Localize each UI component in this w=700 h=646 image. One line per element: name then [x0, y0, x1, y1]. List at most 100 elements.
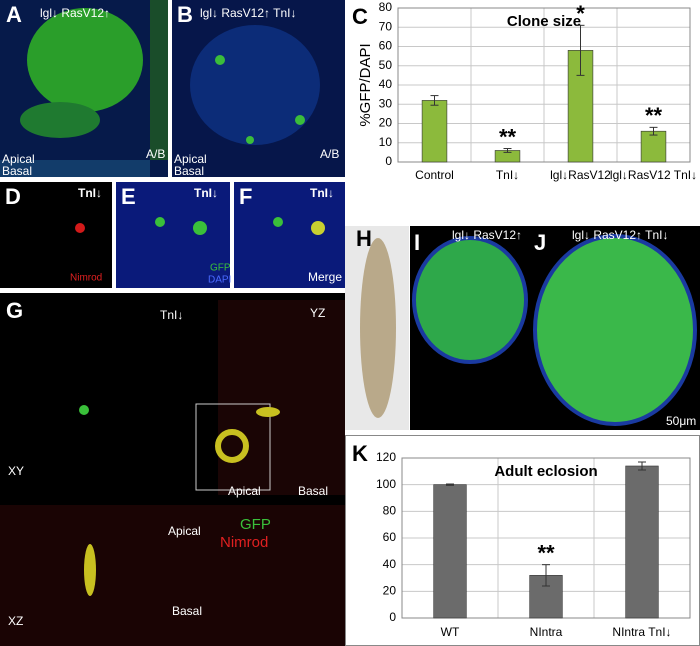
yz-view [218, 300, 345, 495]
clone [20, 102, 100, 138]
genotype: TnI↓ [310, 186, 334, 200]
bar [640, 130, 667, 163]
ab: A/B [320, 147, 339, 161]
basal: Basal [172, 604, 202, 618]
genotype: TnI↓ [78, 186, 102, 200]
y-tick-label: 0 [385, 154, 392, 168]
panel-label: K [352, 441, 368, 466]
y-axis-label: %GFP/DAPI [357, 43, 374, 126]
significance: * [576, 1, 585, 26]
scale-bar-label: 50μm [666, 414, 696, 428]
x-tick-label: NIntra [530, 625, 563, 639]
bar [421, 100, 448, 163]
y-tick-label: 60 [379, 39, 393, 53]
side-view [150, 0, 168, 160]
panel-label: G [6, 298, 23, 323]
y-tick-label: 100 [376, 477, 396, 491]
y-tick-label: 10 [379, 135, 393, 149]
panel-label: C [352, 4, 368, 29]
ab: A/B [146, 147, 165, 161]
stain: Merge [308, 270, 342, 284]
panel-label: A [6, 2, 22, 27]
panel-label: J [534, 230, 546, 255]
larva [360, 238, 396, 418]
view-label: YZ [310, 306, 325, 320]
clone [295, 115, 305, 125]
cell [84, 544, 96, 596]
cell [155, 217, 165, 227]
apical: Apical [168, 524, 201, 538]
cell [256, 407, 280, 417]
y-tick-label: 80 [379, 0, 393, 14]
plot-frame [397, 7, 691, 163]
basal: Basal [2, 164, 32, 178]
x-tick-label: TnI↓ [496, 168, 519, 182]
chart-title: Adult eclosion [494, 463, 597, 480]
x-tick-label: lgl↓RasV12 [550, 168, 611, 182]
genotype: lgl↓ RasV12↑ TnI↓ [572, 228, 669, 242]
y-tick-label: 80 [383, 504, 397, 518]
x-tick-label: Control [415, 168, 454, 182]
y-tick-label: 40 [383, 557, 397, 571]
xz-view [0, 505, 345, 646]
significance: ** [537, 540, 555, 565]
stain: GFP [210, 263, 231, 274]
panel-label: I [414, 230, 420, 255]
x-tick-label: WT [441, 625, 460, 639]
tumor [533, 234, 697, 426]
apical: Apical [174, 152, 207, 166]
y-tick-label: 20 [379, 116, 393, 130]
panel-f-image [234, 182, 345, 288]
genotype: TnI↓ [194, 186, 218, 200]
apical: Apical [228, 484, 261, 498]
stain: GFP [240, 516, 271, 533]
panel-label: E [121, 184, 136, 209]
basal: Basal [298, 484, 328, 498]
panel-e-image [116, 182, 230, 288]
genotype: lgl↓ RasV12↑ [452, 228, 522, 242]
cell [193, 221, 207, 235]
disc [190, 25, 320, 145]
cell [311, 221, 325, 235]
stain: Nimrod [70, 273, 102, 284]
view-label: XY [8, 464, 24, 478]
bottom-view [0, 160, 150, 177]
genotype: lgl↓ RasV12↑ [40, 6, 110, 20]
cell [215, 429, 249, 463]
y-tick-label: 30 [379, 96, 393, 110]
panel-label: B [177, 2, 193, 27]
y-tick-label: 60 [383, 530, 397, 544]
stain: Nimrod [220, 534, 268, 551]
genotype: TnI↓ [160, 308, 183, 322]
tumor [412, 236, 528, 364]
genotype: lgl↓ RasV12↑ TnI↓ [200, 6, 297, 20]
view-label: XZ [8, 614, 23, 628]
panel-label: D [5, 184, 21, 209]
panel-label: H [356, 226, 372, 251]
x-tick-label: lgl↓RasV12 TnI↓ [610, 168, 697, 182]
y-tick-label: 120 [376, 450, 396, 464]
y-tick-label: 70 [379, 19, 393, 33]
significance: ** [645, 103, 663, 128]
y-tick-label: 50 [379, 58, 393, 72]
bar [433, 484, 467, 619]
y-tick-label: 20 [383, 584, 397, 598]
panel-d-image [0, 182, 112, 288]
cell [75, 223, 85, 233]
inset-box [195, 403, 271, 491]
y-tick-label: 0 [389, 610, 396, 624]
clone [215, 55, 225, 65]
stain: DAPI [208, 275, 231, 286]
chart-title: Clone size [507, 13, 581, 30]
basal: Basal [174, 164, 204, 178]
cell [79, 405, 89, 415]
x-tick-label: NIntra TnI↓ [612, 625, 671, 639]
cell [273, 217, 283, 227]
significance: ** [499, 124, 517, 149]
panel-label: F [239, 184, 252, 209]
y-tick-label: 40 [379, 77, 393, 91]
clone [27, 8, 143, 112]
bar [625, 465, 659, 619]
clone [246, 136, 254, 144]
